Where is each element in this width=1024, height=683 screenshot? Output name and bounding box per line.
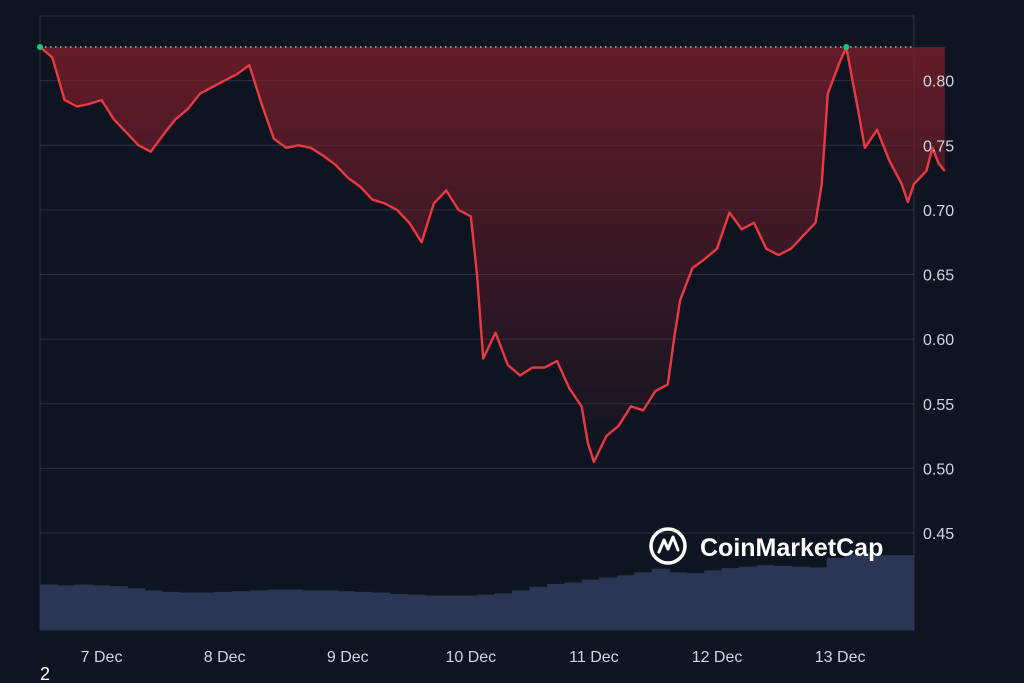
volume-bar [249,590,268,630]
volume-bar [179,592,198,630]
volume-bar [861,554,880,630]
volume-bar [109,586,128,630]
volume-bar [546,583,565,630]
axis-labels: 0.45 0.50 0.55 0.60 0.65 0.70 0.75 0.80 7 Dec 8 D… [81,74,955,666]
volume-bar [564,582,583,630]
volume-bar [686,573,705,630]
volume-bar [756,565,775,630]
volume-bar [634,572,653,630]
x-tick-label: 13 Dec [815,649,866,666]
price-line-layer [37,44,946,464]
volume-bar [809,567,828,630]
volume-bar [407,594,426,630]
volume-bar [424,595,443,630]
y-tick-label: 0.75 [923,138,954,155]
watermark-text: CoinMarketCap [700,534,883,562]
y-tick-label: 0.50 [923,461,954,478]
y-tick-label: 0.60 [923,332,954,349]
volume-bar [511,590,530,630]
y-tick-label: 0.70 [923,203,954,220]
volume-bar [354,591,373,630]
volume-bar [704,570,723,630]
volume-bar [826,558,845,630]
volume-bar [389,594,408,630]
price-area [40,47,945,462]
volume-bar [319,590,338,630]
volume-bar [127,588,146,630]
volume-bar [651,568,670,630]
y-tick-label: 0.80 [923,74,954,91]
watermark: CoinMarketCap [649,527,883,565]
corner-label: 2 [40,664,51,683]
volume-bar [214,591,233,630]
volume-bar [284,589,303,630]
volume-bar [92,585,111,630]
y-tick-label: 0.55 [923,397,954,414]
x-tick-label: 12 Dec [692,649,743,666]
x-tick-label: 7 Dec [81,649,123,666]
volume-bar [267,589,286,630]
y-tick-label: 0.65 [923,268,954,285]
volume-bar [599,577,618,630]
price-line [39,45,946,464]
volume-bar [879,555,898,630]
volume-bar [721,568,740,630]
volume-bar [302,590,321,630]
volume-bar [40,584,58,630]
high-marker [37,44,43,51]
volume-bar [197,592,216,630]
volume-bar [74,584,93,630]
volume-bar [844,554,863,630]
volume-bar [791,566,810,630]
price-area-fill [40,47,945,462]
volume-bar [477,594,495,630]
volume-bar [144,590,163,630]
x-tick-label: 9 Dec [327,649,369,666]
volume-bar [494,593,513,630]
volume-bar [232,591,251,630]
volume-bars [40,554,915,630]
volume-bar [57,585,76,630]
volume-bar [529,586,548,630]
volume-bar [372,592,391,630]
x-tick-label: 8 Dec [204,649,246,666]
coinmarketcap-logo-icon [649,527,687,565]
volume-bar [442,595,461,630]
x-tick-label: 11 Dec [569,649,619,666]
volume-bar [337,591,356,630]
volume-bar [739,566,758,630]
volume-bar [896,555,915,630]
volume-bar [669,572,688,630]
volume-bar [581,579,600,630]
volume-bar [616,575,635,630]
x-tick-label: 10 Dec [445,649,496,666]
high-marker [843,44,850,51]
volume-bar [162,591,181,630]
y-tick-label: 0.45 [923,526,954,543]
volume-bar [459,595,478,630]
volume-bar [774,565,793,630]
